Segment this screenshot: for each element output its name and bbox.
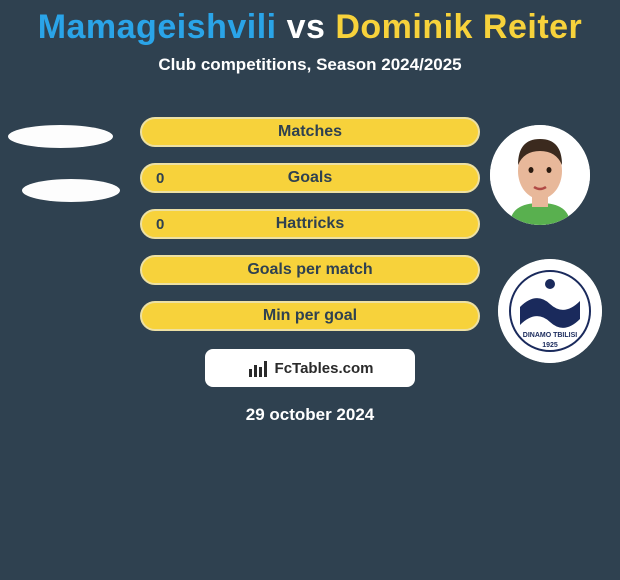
bar-gpm-label: Goals per match: [247, 261, 372, 279]
comparison-title: Mamageishvili vs Dominik Reiter: [0, 8, 620, 47]
club-logo-icon: DINAMO TBILISI 1925: [498, 259, 602, 363]
subtitle: Club competitions, Season 2024/2025: [0, 55, 620, 75]
date-text: 29 october 2024: [0, 405, 620, 425]
chart-icon: [247, 357, 269, 379]
branding-text: FcTables.com: [275, 360, 374, 377]
bar-gpm: Goals per match: [140, 255, 480, 285]
player-photo: [490, 125, 590, 225]
club-badge: DINAMO TBILISI 1925: [498, 259, 602, 363]
bar-hattricks-label: Hattricks: [276, 215, 344, 233]
bar-goals-label: Goals: [288, 169, 332, 187]
player-face-icon: [490, 125, 590, 225]
ellipse-bottom: [22, 179, 120, 202]
branding-box: FcTables.com: [205, 349, 415, 387]
svg-text:1925: 1925: [542, 342, 558, 349]
bar-hattricks: 0 Hattricks: [140, 209, 480, 239]
player2-name: Dominik Reiter: [335, 8, 582, 46]
bar-goals-value: 0: [156, 170, 164, 187]
ellipse-top: [8, 125, 113, 148]
vs-text: vs: [287, 8, 326, 46]
bar-mpg: Min per goal: [140, 301, 480, 331]
bar-hattricks-value: 0: [156, 216, 164, 233]
bar-mpg-label: Min per goal: [263, 307, 357, 325]
player1-name: Mamageishvili: [38, 8, 277, 46]
svg-text:DINAMO TBILISI: DINAMO TBILISI: [523, 332, 577, 339]
bar-matches: Matches: [140, 117, 480, 147]
bar-goals: 0 Goals: [140, 163, 480, 193]
bar-matches-label: Matches: [278, 123, 342, 141]
